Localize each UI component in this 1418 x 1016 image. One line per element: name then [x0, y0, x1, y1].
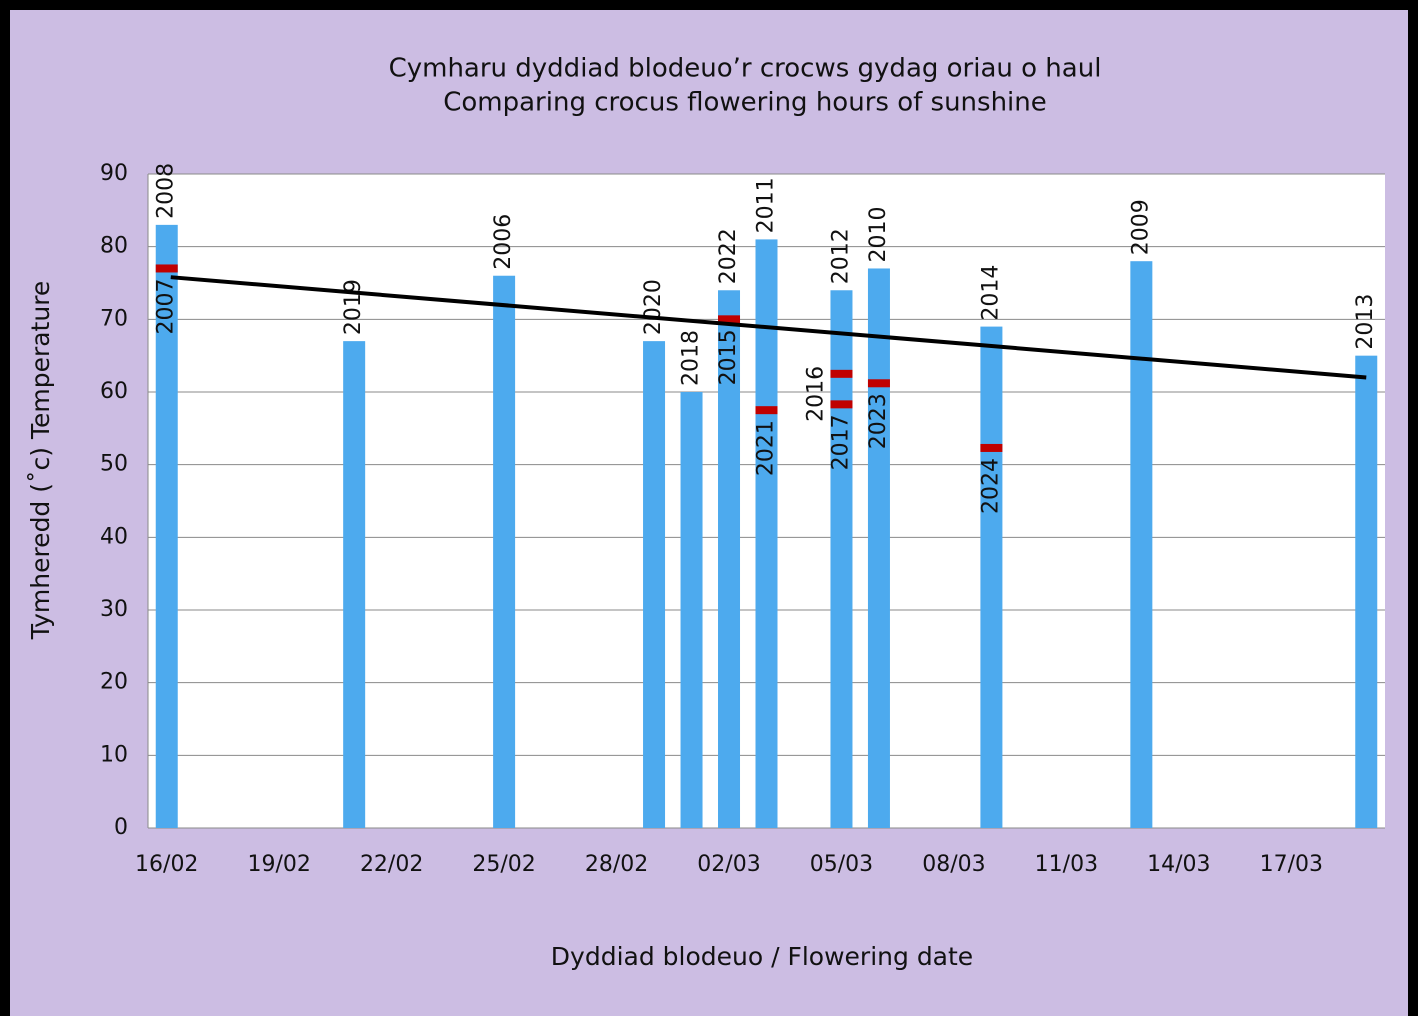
bar — [755, 239, 778, 828]
year-marker — [830, 369, 853, 378]
x-tick-label: 14/03 — [1147, 852, 1210, 877]
marker-year-label: 2021 — [754, 420, 779, 476]
bar-year-label: 2018 — [679, 330, 704, 386]
y-axis-label: Tymheredd (˚c) Temperature — [26, 281, 55, 641]
year-marker — [830, 400, 853, 409]
y-tick-label: 30 — [100, 597, 128, 622]
x-tick-label: 25/02 — [472, 852, 535, 877]
chart-title: Cymharu dyddiad blodeuo’r crocws gydag o… — [389, 54, 1102, 84]
bar — [643, 341, 666, 828]
x-tick-label: 19/02 — [247, 852, 310, 877]
x-tick-label: 05/03 — [810, 852, 873, 877]
bar — [867, 268, 890, 828]
bar — [718, 290, 741, 828]
bar — [493, 275, 516, 828]
x-tick-label: 16/02 — [135, 852, 198, 877]
bar — [155, 224, 178, 828]
bar — [680, 392, 703, 828]
x-tick-label: 08/03 — [922, 852, 985, 877]
bar-year-label: 2008 — [154, 163, 179, 219]
y-tick-label: 0 — [114, 815, 128, 840]
bar-year-label: 2009 — [1128, 199, 1153, 255]
marker-year-label: 2007 — [154, 278, 179, 334]
x-axis-label: Dyddiad blodeuo / Flowering date — [551, 942, 973, 971]
y-tick-label: 40 — [100, 524, 128, 549]
bar-year-label: 2013 — [1353, 294, 1378, 350]
y-tick-label: 10 — [100, 742, 128, 767]
x-tick-label: 11/03 — [1035, 852, 1098, 877]
y-tick-label: 60 — [100, 379, 128, 404]
bar-year-label: 2014 — [978, 265, 1003, 321]
year-marker — [980, 443, 1003, 452]
bar — [980, 326, 1003, 828]
bar-year-label: 2019 — [341, 279, 366, 335]
bar — [830, 290, 853, 828]
year-marker — [155, 264, 178, 273]
trendline — [170, 275, 1367, 380]
marker-year-label: 2016 — [803, 366, 828, 422]
year-marker — [718, 315, 741, 324]
bar-year-label: 2020 — [641, 279, 666, 335]
y-tick-label: 70 — [100, 306, 128, 331]
y-tick-label: 20 — [100, 670, 128, 695]
x-tick-label: 22/02 — [360, 852, 423, 877]
marker-year-label: 2024 — [978, 458, 1003, 514]
x-tick-label: 02/03 — [697, 852, 760, 877]
x-tick-label: 17/03 — [1260, 852, 1323, 877]
year-marker — [755, 406, 778, 415]
bar-year-label: 2022 — [716, 228, 741, 284]
year-marker — [867, 379, 890, 388]
bar-year-label: 2011 — [754, 177, 779, 233]
chart-subtitle: Comparing crocus flowering hours of suns… — [443, 88, 1047, 118]
y-tick-label: 50 — [100, 452, 128, 477]
y-tick-label: 80 — [100, 234, 128, 259]
marker-year-label: 2023 — [866, 393, 891, 449]
x-tick-label: 28/02 — [585, 852, 648, 877]
marker-year-label: 2017 — [828, 414, 853, 470]
bar-year-label: 2006 — [491, 214, 516, 270]
bar — [343, 341, 366, 828]
marker-year-label: 2015 — [716, 329, 741, 385]
bar-year-label: 2012 — [828, 228, 853, 284]
bar-year-label: 2010 — [866, 206, 891, 262]
bar — [1130, 261, 1153, 828]
y-tick-label: 90 — [100, 161, 128, 186]
bar — [1355, 355, 1378, 828]
